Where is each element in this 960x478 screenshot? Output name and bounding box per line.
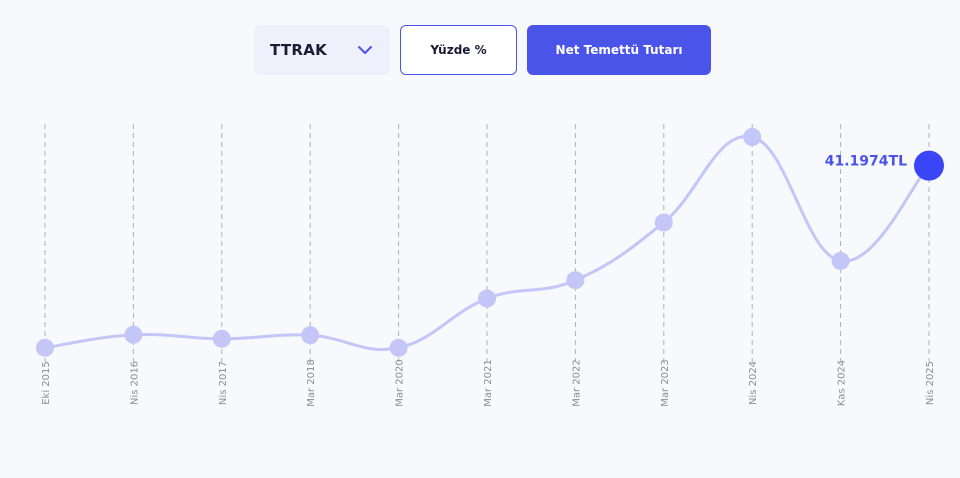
data-point (124, 325, 143, 344)
x-tick-label: Nis 2017 (218, 361, 229, 405)
data-point (743, 128, 762, 146)
net-dividend-button[interactable]: Net Temettü Tutarı (527, 25, 711, 75)
x-tick-label: Nis 2024 (748, 361, 759, 405)
data-point (301, 326, 320, 345)
highlight-value-label: 41.1974TL (825, 154, 907, 170)
x-tick-label: Nis 2025 (925, 361, 936, 405)
series-line (44, 134, 931, 351)
data-point (654, 213, 673, 232)
ticker-select[interactable]: TTRAK (254, 25, 390, 75)
data-point (212, 329, 231, 348)
data-point (389, 338, 408, 357)
percent-view-button[interactable]: Yüzde % (400, 25, 517, 75)
chevron-down-icon (358, 46, 372, 54)
data-point (831, 251, 850, 270)
x-tick-label: Eki 2015 (41, 361, 52, 405)
x-tick-label: Mar 2018 (306, 359, 317, 407)
x-tick-label: Nis 2016 (129, 361, 140, 405)
x-tick-label: Mar 2021 (483, 359, 494, 407)
data-point (36, 338, 54, 357)
x-tick-label: Mar 2023 (660, 359, 671, 407)
ticker-select-value: TTRAK (270, 41, 328, 59)
chart-controls: TTRAK Yüzde % Net Temettü Tutarı (0, 25, 960, 75)
data-point (566, 271, 585, 290)
data-point (478, 289, 496, 308)
x-tick-label: Kas 2024 (837, 360, 848, 406)
highlight-point (914, 150, 944, 181)
x-tick-label: Mar 2020 (395, 359, 406, 407)
x-tick-label: Mar 2022 (571, 359, 582, 407)
